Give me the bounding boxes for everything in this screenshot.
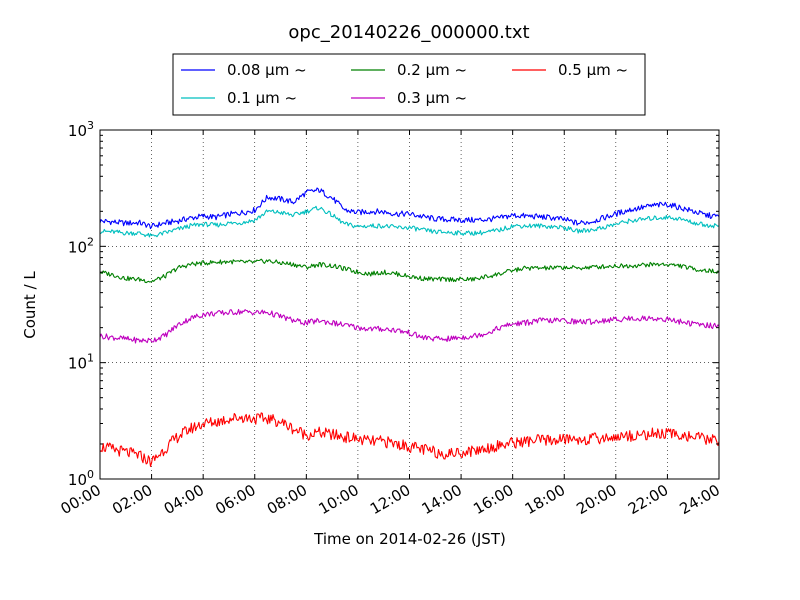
y-tick-label-base: 10 [68, 238, 87, 256]
legend-label-5: 0.5 μm ~ [558, 61, 628, 79]
series-line-2 [99, 205, 720, 238]
series-line-4 [99, 308, 720, 344]
legend-label-2: 0.1 μm ~ [227, 89, 297, 107]
legend-label-1: 0.08 μm ~ [227, 61, 307, 79]
x-axis-label: Time on 2014-02-26 (JST) [313, 530, 506, 548]
y-tick-label-base: 10 [68, 122, 87, 140]
y-tick-label: 101 [68, 352, 94, 373]
y-tick-label-exponent: 3 [87, 119, 94, 132]
series-layer [99, 187, 720, 467]
y-tick-label-exponent: 0 [87, 468, 94, 481]
y-tick-label: 100 [68, 468, 94, 489]
legend-label-3: 0.2 μm ~ [397, 61, 467, 79]
y-tick-label-base: 10 [68, 355, 87, 373]
series-line-5 [99, 412, 720, 467]
chart-title: opc_20140226_000000.txt [288, 22, 529, 43]
legend-box [172, 53, 646, 116]
ticks [99, 129, 720, 480]
y-tick-label: 102 [68, 235, 94, 256]
y-axis-label: Count / L [21, 271, 39, 339]
y-tick-label: 103 [68, 119, 94, 140]
y-tick-label-exponent: 1 [87, 352, 94, 365]
plot-area [100, 130, 719, 479]
y-tick-label-exponent: 2 [87, 235, 94, 248]
series-line-3 [99, 258, 720, 284]
legend-label-4: 0.3 μm ~ [397, 89, 467, 107]
series-line-1 [99, 187, 720, 230]
y-tick-label-base: 10 [68, 471, 87, 489]
legend: 0.08 μm ~ 0.1 μm ~ 0.2 μm ~ 0.3 μm ~ 0.5 μm … [172, 53, 646, 116]
